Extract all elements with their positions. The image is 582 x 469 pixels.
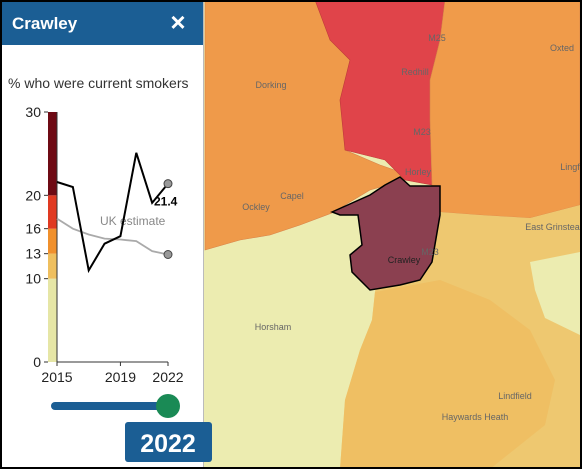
x-tick-label: 2022 (152, 369, 183, 385)
color-band (48, 278, 57, 362)
x-tick-label: 2015 (41, 369, 72, 385)
y-tick-label: 0 (33, 354, 41, 370)
y-tick-label: 20 (25, 187, 41, 203)
region-south (340, 280, 555, 469)
chart: 0 10 13 16 20 30 2015 2019 2022 UK estimate 21.4 (25, 104, 183, 385)
map-label: Capel (280, 191, 304, 201)
y-tick-label: 10 (25, 271, 41, 287)
region-tandridge (429, 0, 581, 219)
close-button[interactable]: × (170, 7, 185, 37)
y-tick-label: 16 (25, 221, 41, 237)
map-label: M23 (413, 127, 431, 137)
y-tick-label: 30 (25, 104, 41, 120)
map-label: Dorking (255, 80, 286, 90)
slider-handle[interactable] (156, 394, 180, 418)
map-label: Ockley (242, 202, 270, 212)
x-tick-label: 2019 (105, 369, 136, 385)
map-label: M25 (428, 33, 446, 43)
slider-label: 2022 (140, 430, 196, 458)
panel (0, 0, 203, 469)
region-pale (530, 252, 580, 335)
map: M25 Redhill Oxted Dorking M23 Lingf Horl… (204, 0, 582, 469)
chart-title: % who were current smokers (8, 75, 189, 91)
panel-header (0, 0, 203, 45)
map-label: M23 (421, 247, 439, 257)
end-marker (163, 250, 173, 259)
panel-title: Crawley (12, 14, 78, 33)
y-tick-label: 13 (25, 246, 41, 262)
map-label: Redhill (401, 67, 429, 77)
map-label: Haywards Heath (442, 412, 509, 422)
value-label: 21.4 (154, 195, 178, 209)
color-band (48, 228, 57, 254)
map-label: Lingf (560, 162, 580, 172)
area-line (56, 152, 169, 274)
map-label: Horley (405, 167, 432, 177)
map-label: Lindfield (498, 391, 532, 401)
color-band (48, 253, 57, 279)
region-crawley (330, 176, 441, 291)
map-label: Oxted (550, 43, 574, 53)
series-label: UK estimate (100, 214, 166, 228)
slider-label-box (125, 422, 212, 462)
color-band (48, 195, 57, 229)
color-band (48, 112, 57, 196)
end-marker (163, 179, 173, 189)
map-label: East Grinstead (525, 222, 582, 232)
map-label: Crawley (388, 255, 421, 265)
map-label: Horsham (255, 322, 292, 332)
